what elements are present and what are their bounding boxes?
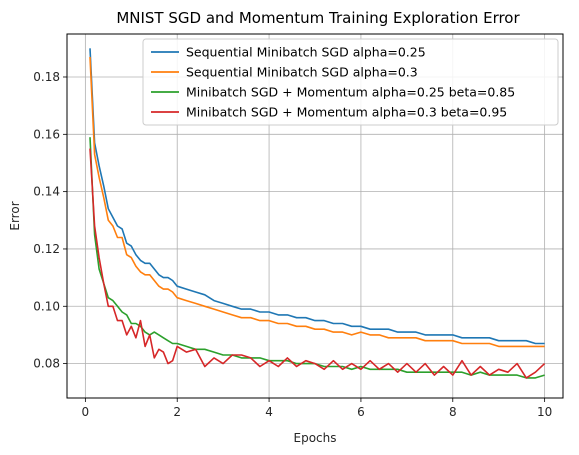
y-tick-label: 0.08 [33,357,60,371]
x-tick-label: 4 [265,405,273,419]
series-line-1 [89,48,545,345]
x-tick-label: 2 [173,405,181,419]
x-tick-label: 8 [449,405,457,419]
series-line-3 [89,137,545,379]
x-tick-label: 10 [537,405,552,419]
legend-frame [142,38,559,126]
legend-label-1: Sequential Minibatch SGD alpha=0.25 [186,45,426,60]
y-tick-label: 0.12 [33,242,60,256]
series-layer [89,48,546,379]
y-tick-label: 0.18 [33,70,60,84]
series-line-4 [89,148,546,379]
x-tick-label: 6 [357,405,365,419]
y-tick-label: 0.10 [33,299,60,313]
series-line-2 [89,56,545,348]
y-axis-label: Error [8,201,22,230]
legend-label-4: Minibatch SGD + Momentum alpha=0.3 beta=… [186,105,507,120]
chart-title: MNIST SGD and Momentum Training Explorat… [116,9,520,27]
tick-layer: 0 2 4 6 8 10 0.08 0.10 0.12 0.14 0.16 0.18 [33,70,552,419]
y-tick-label: 0.16 [33,127,60,141]
legend: Sequential Minibatch SGD alpha=0.25 Seque… [142,38,559,126]
legend-label-3: Minibatch SGD + Momentum alpha=0.25 beta… [186,85,515,100]
x-axis-label: Epochs [294,431,337,445]
y-tick-label: 0.14 [33,185,60,199]
plot-frame [66,33,564,399]
x-tick-label: 0 [82,405,90,419]
legend-label-2: Sequential Minibatch SGD alpha=0.3 [186,65,418,80]
